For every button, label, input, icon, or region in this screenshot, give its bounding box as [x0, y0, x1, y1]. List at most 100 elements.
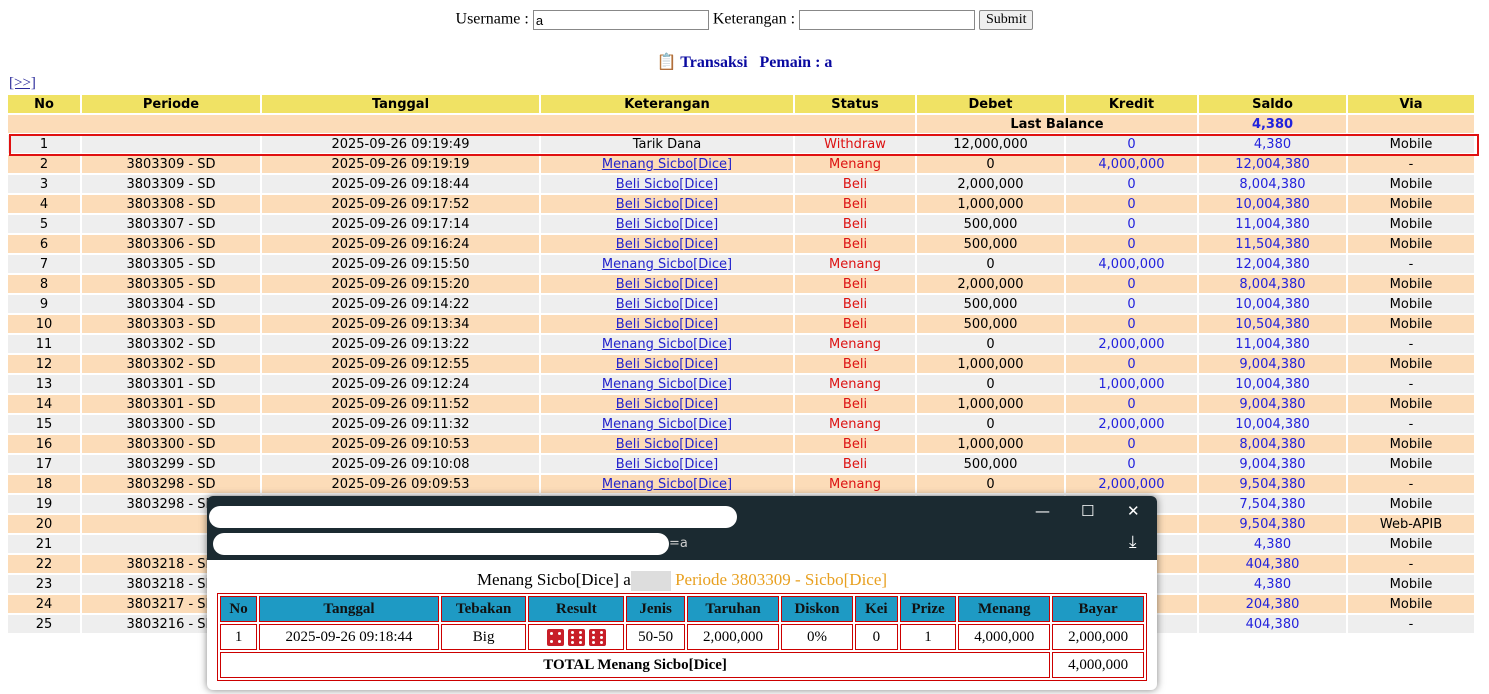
submit-button[interactable]: Submit [979, 10, 1034, 30]
cell-no: 19 [8, 495, 80, 513]
cell-tanggal: 2025-09-26 09:17:14 [262, 215, 539, 233]
cell-saldo: 8,004,380 [1199, 435, 1346, 453]
cell-kredit: 1,000,000 [1066, 375, 1197, 393]
table-row: 16 3803300 - SD 2025-09-26 09:10:53 Beli Si… [8, 435, 1474, 453]
cell-debet: 0 [917, 475, 1064, 493]
keterangan-link[interactable]: Beli Sicbo[Dice] [615, 276, 719, 292]
table-row: 15 3803300 - SD 2025-09-26 09:11:32 Menang … [8, 415, 1474, 433]
url-suffix: =a [669, 536, 688, 551]
cell-keterangan: Beli Sicbo[Dice] [541, 195, 793, 213]
cell-saldo: 11,004,380 [1199, 215, 1346, 233]
keterangan-link[interactable]: Menang Sicbo[Dice] [601, 376, 733, 392]
keterangan-label: Keterangan : [712, 10, 796, 28]
cell-keterangan: Beli Sicbo[Dice] [541, 355, 793, 373]
cell-no: 23 [8, 575, 80, 593]
keterangan-link[interactable]: Beli Sicbo[Dice] [615, 396, 719, 412]
search-form: Username : Keterangan : Submit [0, 10, 1489, 30]
cell-saldo: 4,380 [1199, 575, 1346, 593]
cell-no: 9 [8, 295, 80, 313]
cell-no: 15 [8, 415, 80, 433]
cell-debet: 500,000 [917, 215, 1064, 233]
cell-keterangan: Beli Sicbo[Dice] [541, 455, 793, 473]
detail-table: No Tanggal Tebakan Result Jenis Taruhan Diskon… [217, 593, 1147, 682]
cell-via: Mobile [1348, 295, 1474, 313]
cell-kredit: 0 [1066, 235, 1197, 253]
keterangan-link[interactable]: Menang Sicbo[Dice] [601, 476, 733, 492]
cell-via: Mobile [1348, 355, 1474, 373]
keterangan-link[interactable]: Menang Sicbo[Dice] [601, 156, 733, 172]
download-icon[interactable]: ⤓ [1129, 532, 1137, 552]
total-label: TOTAL Menang Sicbo[Dice] [220, 652, 1051, 679]
cell-tanggal: 2025-09-26 09:18:44 [262, 175, 539, 193]
cell-via: - [1348, 255, 1474, 273]
keterangan-link[interactable]: Beli Sicbo[Dice] [615, 296, 719, 312]
cell-no: 13 [8, 375, 80, 393]
keterangan-link[interactable]: Beli Sicbo[Dice] [615, 436, 719, 452]
cell-saldo: 4,380 [1199, 535, 1346, 553]
cell-keterangan: Beli Sicbo[Dice] [541, 215, 793, 233]
cell-via: - [1348, 155, 1474, 173]
username-input[interactable] [532, 10, 709, 30]
cell-no: 21 [8, 535, 80, 553]
cell-tanggal: 2025-09-26 09:15:20 [262, 275, 539, 293]
detail-tebakan: Big [440, 624, 527, 651]
keterangan-input[interactable] [799, 10, 976, 30]
cell-debet: 12,000,000 [917, 135, 1064, 153]
column-header-kredit: Kredit [1066, 95, 1197, 113]
detail-header-menang: Menang [958, 596, 1051, 623]
detail-header-prize: Prize [899, 596, 957, 623]
keterangan-link[interactable]: Beli Sicbo[Dice] [615, 176, 719, 192]
cell-periode: 3803300 - SD [82, 415, 260, 433]
keterangan-link[interactable]: Beli Sicbo[Dice] [615, 196, 719, 212]
keterangan-link[interactable]: Beli Sicbo[Dice] [615, 316, 719, 332]
cell-debet: 1,000,000 [917, 355, 1064, 373]
cell-status: Beli [795, 455, 915, 473]
keterangan-link[interactable]: Menang Sicbo[Dice] [601, 416, 733, 432]
cell-saldo: 9,004,380 [1199, 455, 1346, 473]
cell-no: 24 [8, 595, 80, 613]
cell-tanggal: 2025-09-26 09:11:52 [262, 395, 539, 413]
cell-periode: 3803300 - SD [82, 435, 260, 453]
cell-keterangan: Beli Sicbo[Dice] [541, 315, 793, 333]
total-value: 4,000,000 [1052, 652, 1144, 679]
minimize-icon[interactable]: — [1035, 502, 1050, 520]
cell-status: Beli [795, 275, 915, 293]
cell-no: 8 [8, 275, 80, 293]
close-icon[interactable]: ✕ [1127, 502, 1140, 520]
cell-status: Beli [795, 395, 915, 413]
cell-status: Beli [795, 175, 915, 193]
cell-status: Beli [795, 195, 915, 213]
cell-debet: 0 [917, 375, 1064, 393]
cell-periode: 3803306 - SD [82, 235, 260, 253]
cell-debet: 2,000,000 [917, 175, 1064, 193]
cell-kredit: 0 [1066, 175, 1197, 193]
detail-bayar: 2,000,000 [1052, 624, 1144, 651]
keterangan-link[interactable]: Beli Sicbo[Dice] [615, 456, 719, 472]
cell-debet: 500,000 [917, 295, 1064, 313]
keterangan-link[interactable]: Beli Sicbo[Dice] [615, 216, 719, 232]
cell-no: 11 [8, 335, 80, 353]
cell-periode: 3803301 - SD [82, 375, 260, 393]
keterangan-link[interactable]: Menang Sicbo[Dice] [601, 256, 733, 272]
keterangan-link[interactable]: Menang Sicbo[Dice] [601, 336, 733, 352]
column-header-keterangan: Keterangan [541, 95, 793, 113]
table-row: 13 3803301 - SD 2025-09-26 09:12:24 Menang … [8, 375, 1474, 393]
cell-periode: 3803304 - SD [82, 295, 260, 313]
keterangan-link[interactable]: Beli Sicbo[Dice] [615, 236, 719, 252]
cell-keterangan: Menang Sicbo[Dice] [541, 375, 793, 393]
detail-header-bayar: Bayar [1052, 596, 1144, 623]
column-header-tanggal: Tanggal [262, 95, 539, 113]
cell-saldo: 9,004,380 [1199, 395, 1346, 413]
next-page-link[interactable]: [>>] [9, 75, 36, 91]
cell-periode: 3803309 - SD [82, 175, 260, 193]
cell-via: Web-APIB [1348, 515, 1474, 533]
cell-debet: 500,000 [917, 455, 1064, 473]
maximize-icon[interactable]: ☐ [1081, 502, 1095, 520]
cell-saldo: 10,004,380 [1199, 415, 1346, 433]
cell-via: Mobile [1348, 575, 1474, 593]
cell-periode [82, 135, 260, 153]
column-header-no: No [8, 95, 80, 113]
cell-saldo: 12,004,380 [1199, 255, 1346, 273]
last-balance-value: 4,380 [1199, 115, 1346, 133]
keterangan-link[interactable]: Beli Sicbo[Dice] [615, 356, 719, 372]
